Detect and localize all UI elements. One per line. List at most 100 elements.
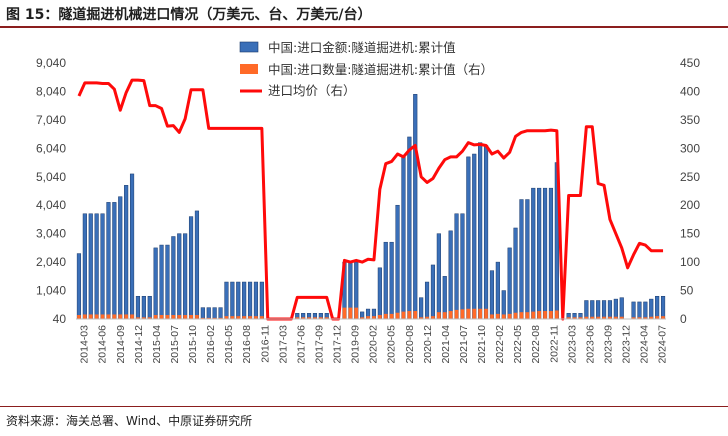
import-quantity-bar bbox=[366, 316, 370, 319]
import-value-bar bbox=[171, 236, 176, 320]
import-value-bar bbox=[247, 281, 253, 320]
import-value-bar bbox=[224, 281, 229, 320]
x-tick-label: 2017-03 bbox=[277, 325, 289, 364]
import-quantity-bar bbox=[466, 308, 471, 319]
import-value-bar bbox=[513, 227, 518, 320]
import-quantity-bar bbox=[484, 308, 488, 319]
import-quantity-bar bbox=[425, 316, 429, 319]
x-tick-label: 2014-06 bbox=[97, 325, 109, 364]
import-value-bar bbox=[177, 233, 182, 320]
import-value-bar bbox=[153, 247, 158, 320]
import-quantity-bar bbox=[519, 312, 524, 319]
legend-swatch bbox=[240, 64, 258, 74]
import-quantity-bar bbox=[407, 311, 412, 319]
import-quantity-bar bbox=[584, 316, 589, 319]
import-quantity-bar bbox=[147, 317, 152, 319]
import-quantity-bar bbox=[431, 316, 435, 319]
y-right-tick-label: 50 bbox=[680, 284, 694, 298]
import-quantity-bar bbox=[106, 314, 111, 319]
import-value-bar bbox=[466, 156, 471, 320]
y-right-tick-label: 350 bbox=[680, 113, 700, 127]
import-quantity-bar bbox=[183, 315, 187, 319]
import-value-bar bbox=[401, 156, 406, 320]
import-quantity-bar bbox=[578, 317, 583, 319]
y-left-tick-label: 4,040 bbox=[36, 198, 66, 212]
import-value-bar bbox=[395, 204, 400, 320]
import-value-bar bbox=[495, 261, 500, 320]
import-quantity-bar bbox=[661, 316, 665, 319]
import-quantity-bar bbox=[248, 316, 252, 319]
import-quantity-bar bbox=[555, 310, 559, 319]
import-quantity-bar bbox=[608, 316, 612, 319]
y-left-tick-label: 40 bbox=[53, 312, 67, 326]
import-quantity-bar bbox=[142, 317, 146, 319]
x-tick-label: 2023-06 bbox=[584, 325, 596, 364]
x-tick-label: 2021-07 bbox=[458, 325, 470, 364]
import-quantity-bar bbox=[301, 317, 305, 319]
import-value-bar bbox=[129, 173, 135, 320]
import-quantity-bar bbox=[212, 317, 217, 319]
import-value-bar bbox=[242, 281, 247, 320]
x-tick-label: 2016-05 bbox=[223, 325, 235, 364]
chart-svg: 40 1,040 2,040 3,040 4,040 5,040 6,040 7,040 8,0… bbox=[35, 40, 701, 364]
import-quantity-bar bbox=[165, 315, 170, 319]
import-quantity-bar bbox=[401, 311, 406, 319]
import-quantity-bar bbox=[153, 315, 158, 319]
x-tick-label: 2023-12 bbox=[621, 325, 633, 364]
import-quantity-bar bbox=[307, 317, 311, 319]
import-quantity-bar bbox=[88, 314, 93, 319]
import-value-bar bbox=[525, 199, 530, 320]
import-quantity-bar bbox=[124, 314, 128, 319]
import-value-bar bbox=[619, 297, 624, 320]
import-quantity-bar bbox=[596, 316, 600, 319]
y-left-tick-label: 8,040 bbox=[36, 84, 66, 98]
import-value-bar bbox=[631, 301, 636, 320]
import-quantity-bar bbox=[531, 311, 536, 319]
import-value-bar bbox=[489, 270, 495, 320]
import-value-bar bbox=[584, 300, 589, 320]
import-quantity-bar bbox=[501, 314, 506, 319]
y-right-tick-label: 150 bbox=[680, 227, 700, 241]
import-quantity-bar bbox=[614, 316, 618, 319]
import-quantity-bar bbox=[260, 316, 264, 319]
avg-price-line-group bbox=[77, 78, 664, 321]
x-tick-label: 2024-04 bbox=[639, 325, 651, 364]
import-quantity-bar bbox=[342, 307, 347, 319]
x-tick-label: 2021-10 bbox=[476, 325, 488, 364]
x-tick-label: 2015-10 bbox=[187, 325, 199, 364]
import-value-bars bbox=[76, 94, 666, 320]
import-value-bar bbox=[183, 233, 188, 320]
x-tick-label: 2023-03 bbox=[566, 325, 578, 364]
import-quantity-bar bbox=[619, 316, 624, 319]
import-value-bar bbox=[82, 213, 87, 320]
import-quantity-bar bbox=[236, 316, 241, 319]
import-value-bar bbox=[613, 298, 618, 320]
import-value-bar bbox=[88, 213, 93, 320]
import-quantity-bar bbox=[201, 317, 205, 319]
legend-swatch bbox=[239, 41, 259, 53]
import-quantity-bar bbox=[189, 315, 193, 319]
import-value-bar bbox=[601, 300, 607, 320]
import-quantity-bar bbox=[354, 307, 359, 319]
import-quantity-bar bbox=[507, 313, 512, 319]
x-tick-label: 2020-08 bbox=[404, 325, 416, 364]
import-value-bar bbox=[147, 295, 152, 320]
y-right-tick-label: 100 bbox=[680, 255, 700, 269]
legend-label: 中国:进口数量:隧道掘进机:累计值（右） bbox=[268, 62, 493, 77]
x-tick-label: 2017-09 bbox=[313, 325, 325, 364]
import-quantity-bar bbox=[230, 316, 235, 319]
import-quantity-bar bbox=[395, 312, 400, 319]
y-left-tick-label: 7,040 bbox=[36, 113, 66, 127]
import-value-bar bbox=[200, 307, 205, 320]
import-value-bar bbox=[472, 153, 477, 320]
import-value-bar bbox=[230, 281, 235, 320]
import-quantity-bar bbox=[171, 315, 176, 319]
import-value-bar bbox=[430, 264, 436, 320]
import-value-bar bbox=[637, 301, 642, 320]
import-value-bar bbox=[436, 233, 441, 320]
x-tick-label: 2014-12 bbox=[133, 325, 145, 364]
x-tick-label: 2020-05 bbox=[386, 325, 398, 364]
import-value-bar bbox=[218, 307, 223, 320]
x-tick-label: 2015-04 bbox=[151, 325, 163, 364]
import-value-bar bbox=[596, 300, 601, 320]
